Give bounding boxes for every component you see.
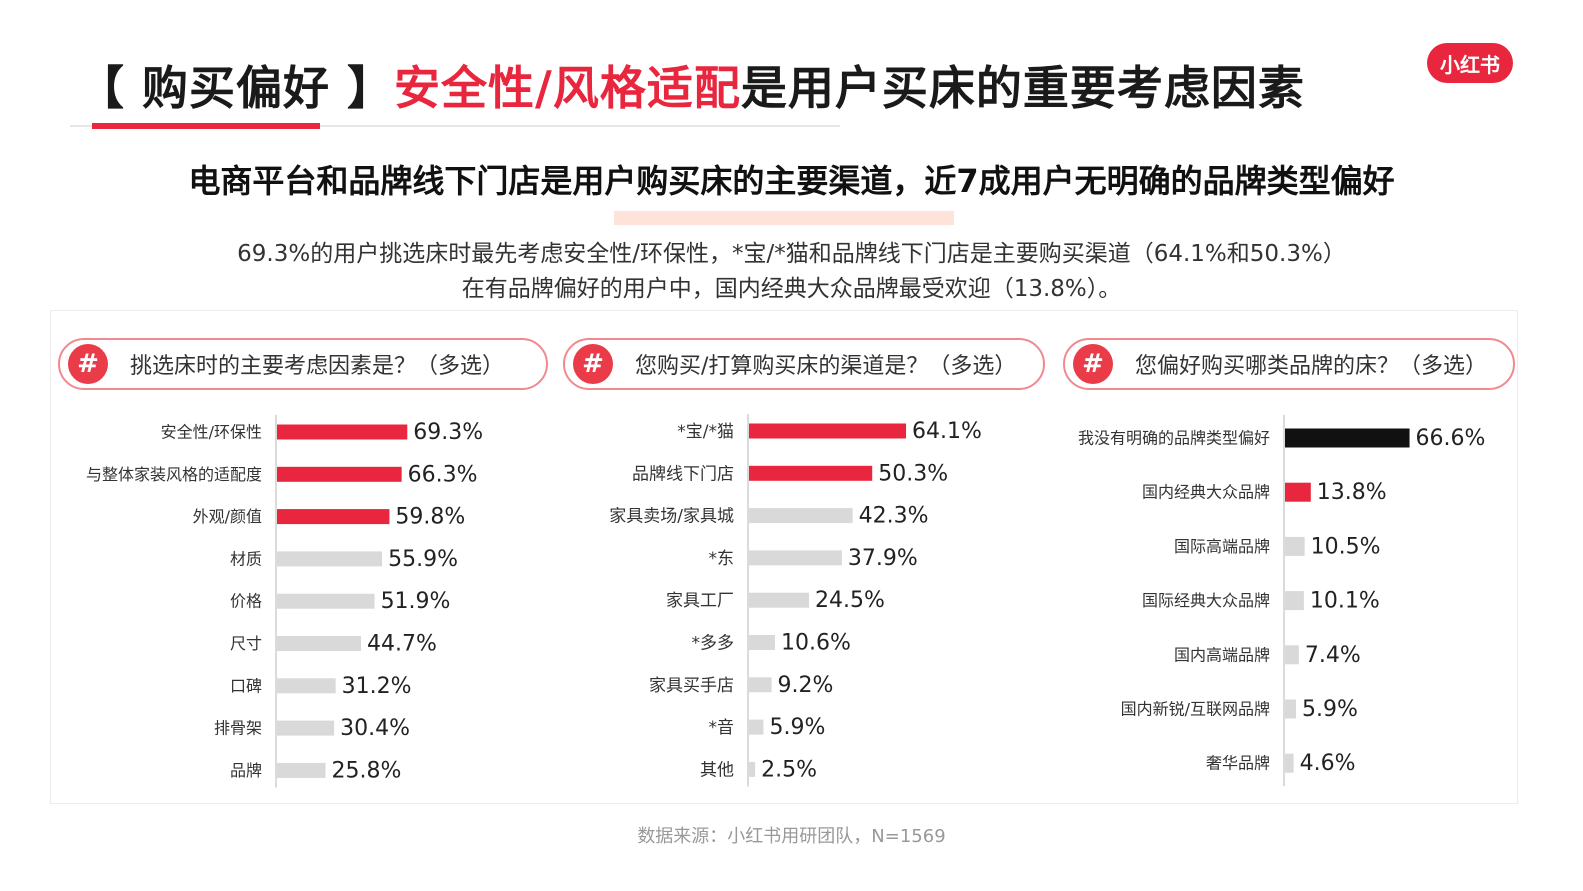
chart-1-value-label: 66.3% bbox=[408, 462, 478, 487]
brand-logo: 小红书 bbox=[1427, 43, 1513, 83]
chart-1-bar bbox=[277, 678, 336, 694]
chart-1-value-label: 51.9% bbox=[381, 589, 451, 614]
chart-3-bar bbox=[1285, 536, 1305, 556]
chart-2-title: 您购买/打算购买床的渠道是？（多选） bbox=[635, 354, 1017, 379]
chart-2-value-label: 5.9% bbox=[769, 715, 825, 740]
hash-icon: # bbox=[1073, 344, 1113, 384]
chart-1-value-label: 69.3% bbox=[413, 420, 483, 445]
chart-2-question: # 您购买/打算购买床的渠道是？（多选） bbox=[563, 338, 1045, 390]
chart-1-category-label: 外观/颜值 bbox=[193, 507, 262, 526]
data-source: 数据来源：小红书用研团队，N=1569 bbox=[637, 826, 946, 847]
subtitle: 电商平台和品牌线下门店是用户购买床的主要渠道，近7成用户无明确的品牌类型偏好 bbox=[188, 162, 1395, 200]
chart-2-category-label: *宝/*猫 bbox=[677, 422, 734, 442]
chart-3-value-label: 10.1% bbox=[1310, 589, 1380, 614]
chart-1-bar bbox=[277, 720, 335, 736]
chart-3-value-label: 7.4% bbox=[1305, 643, 1361, 668]
chart-3-value-label: 13.8% bbox=[1317, 480, 1387, 505]
chart-1-category-label: 价格 bbox=[230, 592, 262, 611]
chart-2-category-label: 品牌线下门店 bbox=[632, 464, 734, 484]
chart-3-value-label: 5.9% bbox=[1302, 697, 1358, 722]
chart-2-bar bbox=[749, 719, 764, 735]
chart-2-category-label: *音 bbox=[709, 718, 735, 738]
chart-1-bar bbox=[277, 593, 375, 609]
chart-1-question: # 挑选床时的主要考虑因素是？（多选） bbox=[58, 338, 548, 390]
chart-2-value-label: 64.1% bbox=[912, 419, 982, 444]
summary-line-1: 69.3%的用户挑选床时最先考虑安全性/环保性，*宝/*猫和品牌线下门店是主要购… bbox=[237, 241, 1346, 267]
chart-3-value-label: 10.5% bbox=[1311, 534, 1381, 559]
chart-1-bar bbox=[277, 636, 362, 651]
chart-1-category-label: 尺寸 bbox=[230, 634, 262, 653]
chart-3-bar bbox=[1285, 699, 1297, 719]
chart-2-category-label: *东 bbox=[709, 549, 735, 569]
chart-2-bar bbox=[749, 423, 907, 439]
chart-2-category-label: *多多 bbox=[692, 634, 735, 654]
chart-1-bar bbox=[277, 509, 390, 525]
chart-2-bar bbox=[749, 465, 873, 481]
hash-icon: # bbox=[573, 344, 613, 384]
chart-3-category-label: 奢华品牌 bbox=[1206, 754, 1270, 773]
chart-3-category-label: 国际经典大众品牌 bbox=[1142, 591, 1270, 610]
chart-1-category-label: 与整体家装风格的适配度 bbox=[86, 465, 262, 484]
chart-2-category-label: 其他 bbox=[700, 760, 734, 780]
chart-3-bar bbox=[1285, 428, 1410, 448]
chart-2-value-label: 37.9% bbox=[848, 546, 918, 571]
chart-1-category-label: 排骨架 bbox=[214, 719, 262, 738]
chart-3-bar bbox=[1285, 482, 1311, 502]
chart-1-category-label: 口碑 bbox=[230, 676, 262, 695]
chart-2-category-label: 家具卖场/家具城 bbox=[609, 507, 734, 527]
hash-icon: # bbox=[68, 344, 108, 384]
chart-1-value-label: 44.7% bbox=[367, 632, 437, 657]
chart-3-value-label: 4.6% bbox=[1300, 751, 1356, 776]
chart-3-category-label: 国际高端品牌 bbox=[1174, 537, 1270, 556]
chart-2-value-label: 10.6% bbox=[781, 631, 851, 656]
chart-2-value-label: 2.5% bbox=[761, 757, 817, 782]
chart-1-category-label: 安全性/环保性 bbox=[161, 423, 262, 442]
title-accent-bar bbox=[92, 123, 320, 129]
title-divider bbox=[70, 125, 840, 127]
chart-3-category-label: 国内高端品牌 bbox=[1174, 645, 1270, 664]
chart-2-value-label: 24.5% bbox=[815, 588, 885, 613]
chart-2-bar bbox=[749, 550, 842, 566]
chart-3-bar bbox=[1285, 753, 1294, 773]
chart-2-value-label: 50.3% bbox=[878, 461, 948, 486]
chart-2-bar bbox=[749, 761, 756, 777]
chart-2-category-label: 家具买手店 bbox=[649, 676, 734, 696]
summary-line-2: 在有品牌偏好的用户中，国内经典大众品牌最受欢迎（13.8%）。 bbox=[461, 276, 1122, 302]
chart-2-bar bbox=[749, 677, 772, 693]
title-rest: 是用户买床的重要考虑因素 bbox=[740, 61, 1305, 115]
charts-frame bbox=[50, 310, 1518, 804]
title-bracket: 【 购买偏好 】 bbox=[78, 61, 395, 115]
chart-2-bar bbox=[749, 592, 810, 608]
chart-1-bar bbox=[277, 466, 402, 482]
chart-3-bar bbox=[1285, 591, 1304, 611]
subtitle-accent bbox=[614, 211, 954, 225]
chart-3-title: 您偏好购买哪类品牌的床？（多选） bbox=[1135, 354, 1488, 379]
chart-1-value-label: 55.9% bbox=[388, 547, 458, 572]
chart-2-value-label: 9.2% bbox=[778, 673, 834, 698]
chart-1-category-label: 材质 bbox=[230, 549, 262, 568]
chart-2-bar bbox=[749, 508, 853, 524]
chart-1-title: 挑选床时的主要考虑因素是？（多选） bbox=[130, 354, 505, 379]
chart-3-question: # 您偏好购买哪类品牌的床？（多选） bbox=[1063, 338, 1515, 390]
chart-3-category-label: 国内经典大众品牌 bbox=[1142, 483, 1270, 502]
chart-2-value-label: 42.3% bbox=[859, 504, 929, 529]
chart-1-value-label: 31.2% bbox=[342, 674, 412, 699]
chart-2-bar bbox=[749, 635, 775, 650]
title-highlight: 安全性/风格适配 bbox=[394, 61, 741, 115]
chart-1-category-label: 品牌 bbox=[230, 761, 262, 780]
chart-1-value-label: 25.8% bbox=[332, 758, 402, 783]
page-title: 【 购买偏好 】安全性/风格适配是用户买床的重要考虑因素 bbox=[78, 52, 1305, 118]
chart-1-bar bbox=[277, 762, 326, 778]
chart-1-bar bbox=[277, 551, 383, 567]
chart-1-value-label: 30.4% bbox=[340, 716, 410, 741]
chart-3-category-label: 我没有明确的品牌类型偏好 bbox=[1078, 429, 1270, 448]
chart-3-category-label: 国内新锐/互联网品牌 bbox=[1121, 700, 1270, 719]
chart-2-category-label: 家具工厂 bbox=[666, 591, 734, 611]
chart-1-value-label: 59.8% bbox=[395, 505, 465, 530]
chart-3-value-label: 66.6% bbox=[1416, 426, 1486, 451]
chart-3-bar bbox=[1285, 645, 1299, 665]
chart-1-bar bbox=[277, 424, 408, 440]
